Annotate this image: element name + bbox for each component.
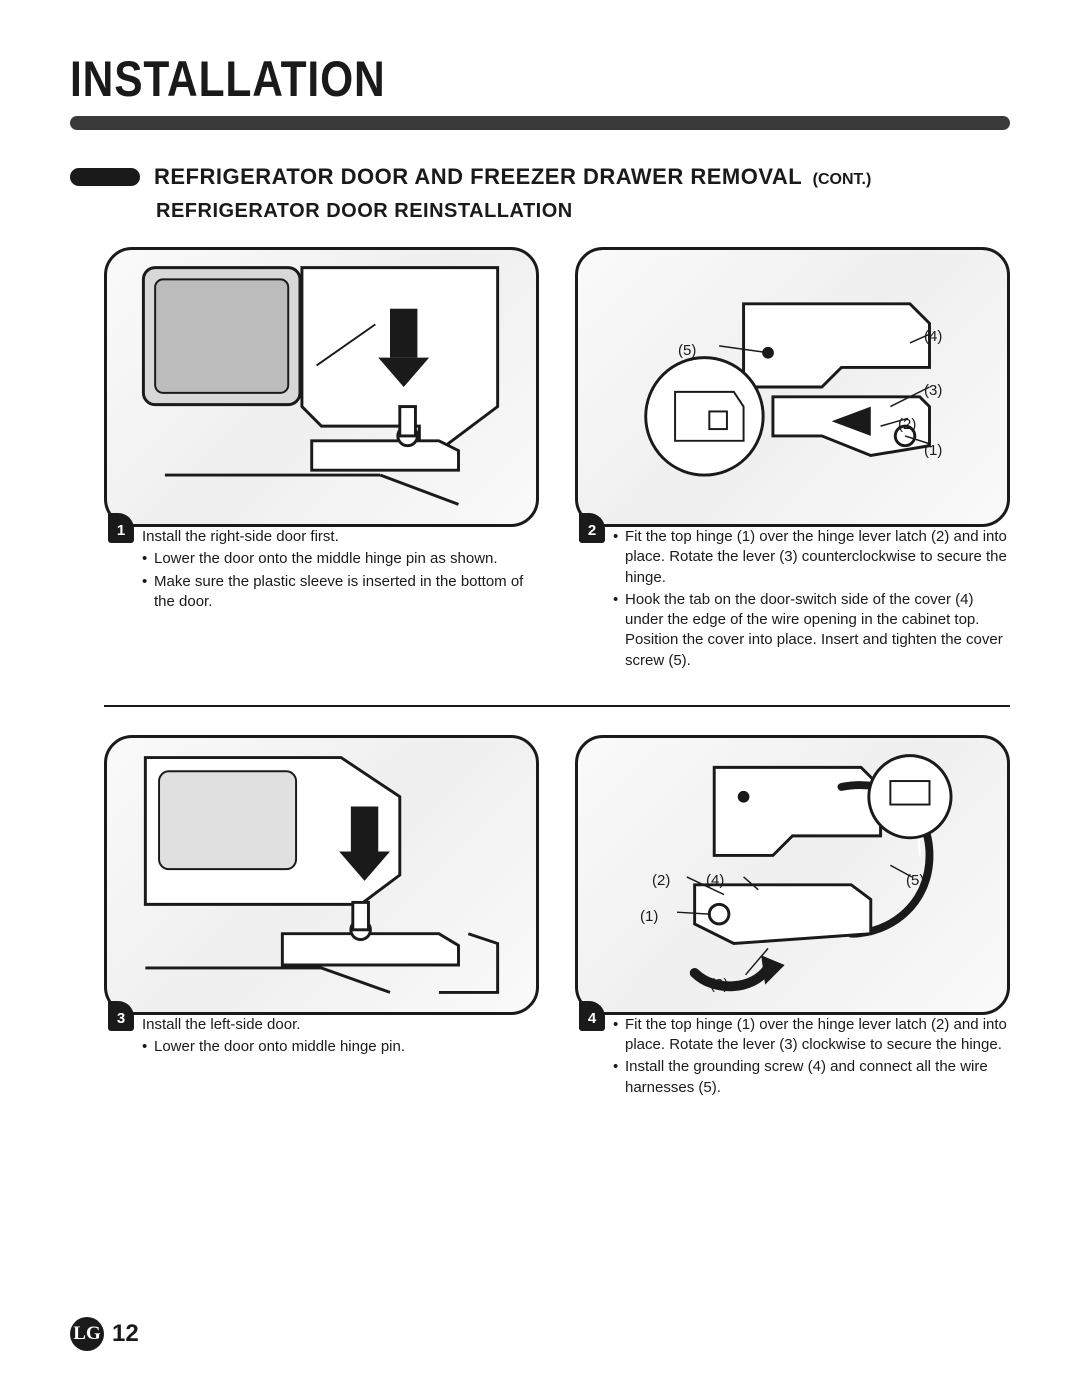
section-cont-label: (CONT.)	[813, 171, 872, 188]
step-4: (2) (4) (5) (1) (3) 4 Fit the top hinge …	[575, 735, 1010, 1100]
callout-4: (4)	[924, 328, 942, 345]
callout-1: (1)	[924, 442, 942, 459]
callout-4: (4)	[706, 872, 724, 889]
title-rule	[70, 116, 1010, 130]
step-1-illustration	[104, 247, 539, 527]
step-4-text: Fit the top hinge (1) over the hinge lev…	[613, 1001, 1010, 1100]
step-2-text: Fit the top hinge (1) over the hinge lev…	[613, 513, 1010, 673]
step-3-illustration	[104, 735, 539, 1015]
subsection-title: REFRIGERATOR DOOR REINSTALLATION	[156, 200, 1010, 223]
callout-2: (2)	[898, 416, 916, 433]
callout-3: (3)	[710, 976, 728, 993]
page-title: INSTALLATION	[70, 50, 869, 108]
step-2-illustration: (5) (4) (3) (2) (1)	[575, 247, 1010, 527]
step-4-illustration: (2) (4) (5) (1) (3)	[575, 735, 1010, 1015]
steps-grid: 1 Install the right-side door first. Low…	[104, 247, 1010, 1100]
page-number: 12	[112, 1320, 139, 1348]
row-divider	[104, 705, 1010, 707]
callout-2: (2)	[652, 872, 670, 889]
callout-5: (5)	[906, 872, 924, 889]
section-header: REFRIGERATOR DOOR AND FREEZER DRAWER REM…	[70, 164, 1010, 190]
section-pill	[70, 168, 140, 186]
callout-3: (3)	[924, 382, 942, 399]
step-1-text: Install the right-side door first. Lower…	[142, 513, 539, 614]
callout-1: (1)	[640, 908, 658, 925]
step-2: (5) (4) (3) (2) (1) 2 Fit the top hinge …	[575, 247, 1010, 673]
step-3: 3 Install the left-side door. Lower the …	[104, 735, 539, 1100]
step-1: 1 Install the right-side door first. Low…	[104, 247, 539, 673]
brand-logo: LG	[70, 1317, 104, 1351]
section-title: REFRIGERATOR DOOR AND FREEZER DRAWER REM…	[154, 164, 802, 189]
page-footer: LG 12	[70, 1317, 139, 1351]
callout-5: (5)	[678, 342, 696, 359]
